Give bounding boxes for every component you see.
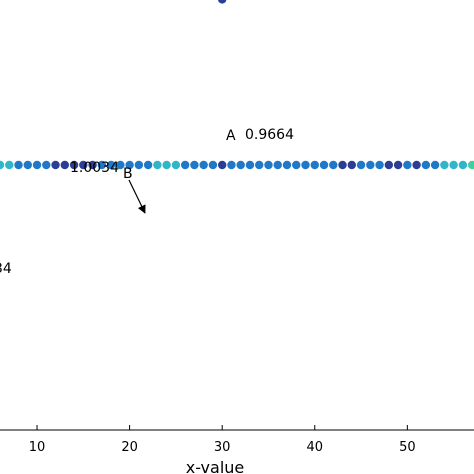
data-point bbox=[125, 160, 134, 170]
data-point bbox=[440, 160, 449, 170]
data-point bbox=[51, 160, 60, 170]
annotation-a: A 0.9664 bbox=[226, 127, 294, 144]
data-point bbox=[282, 160, 292, 170]
data-point bbox=[236, 160, 245, 170]
data-point bbox=[14, 160, 23, 170]
annotation-b-label: B bbox=[123, 166, 133, 182]
data-point bbox=[143, 160, 153, 170]
data-point bbox=[356, 160, 366, 170]
annotation-a-value: 0.9664 bbox=[245, 127, 294, 143]
data-point bbox=[42, 160, 51, 170]
data-point bbox=[421, 160, 431, 170]
data-point bbox=[347, 160, 356, 170]
data-point bbox=[199, 160, 208, 170]
data-point bbox=[88, 160, 97, 170]
data-point bbox=[134, 160, 144, 170]
x-tick-label: 50 bbox=[399, 440, 416, 455]
annotation-partial: 34 bbox=[0, 261, 12, 277]
data-point bbox=[366, 160, 375, 170]
data-point bbox=[23, 160, 32, 170]
data-point bbox=[60, 160, 70, 170]
data-point bbox=[375, 160, 384, 170]
data-point bbox=[329, 160, 338, 170]
data-point bbox=[5, 160, 14, 170]
annotation-a-label: A bbox=[226, 128, 236, 144]
x-tick-label: 20 bbox=[121, 440, 138, 455]
data-point bbox=[319, 160, 329, 170]
x-axis-label: x-value bbox=[186, 458, 245, 474]
data-point bbox=[458, 160, 468, 170]
x-tick-label: 10 bbox=[29, 440, 46, 455]
data-point bbox=[116, 160, 125, 170]
data-point bbox=[301, 160, 310, 170]
data-point bbox=[217, 160, 227, 170]
data-point bbox=[255, 160, 264, 170]
data-point bbox=[403, 160, 412, 170]
outlier-point bbox=[218, 0, 227, 4]
annotation-partial-value: 34 bbox=[0, 261, 12, 277]
data-point bbox=[430, 160, 440, 170]
data-point bbox=[338, 160, 347, 170]
data-point bbox=[32, 160, 42, 170]
data-point bbox=[412, 160, 421, 170]
data-point bbox=[292, 160, 301, 170]
x-tick-label: 40 bbox=[306, 440, 323, 455]
data-point bbox=[245, 160, 255, 170]
annotation-b-arrow bbox=[128, 179, 146, 214]
data-point bbox=[227, 160, 236, 170]
data-point bbox=[467, 160, 474, 170]
data-point bbox=[106, 160, 116, 170]
data-point bbox=[393, 160, 403, 170]
data-point bbox=[264, 160, 273, 170]
x-axis: 10 20 30 40 50 x-value bbox=[0, 425, 474, 474]
data-point bbox=[69, 160, 79, 170]
data-point bbox=[449, 160, 458, 170]
data-point bbox=[97, 160, 107, 170]
annotation-b: 1.0034 B bbox=[70, 160, 146, 214]
data-points bbox=[0, 0, 474, 170]
data-point bbox=[310, 160, 319, 170]
data-point bbox=[0, 160, 5, 170]
data-point bbox=[273, 160, 282, 170]
x-tick-label: 30 bbox=[214, 440, 231, 455]
data-point bbox=[384, 160, 394, 170]
data-point bbox=[190, 160, 199, 170]
data-point bbox=[153, 160, 162, 170]
data-point bbox=[79, 160, 88, 170]
data-point bbox=[171, 160, 181, 170]
data-point bbox=[180, 160, 190, 170]
data-point bbox=[162, 160, 171, 170]
data-point bbox=[208, 160, 218, 170]
annotation-b-value: 1.0034 bbox=[70, 160, 119, 176]
x-ticks: 10 20 30 40 50 bbox=[29, 425, 416, 455]
